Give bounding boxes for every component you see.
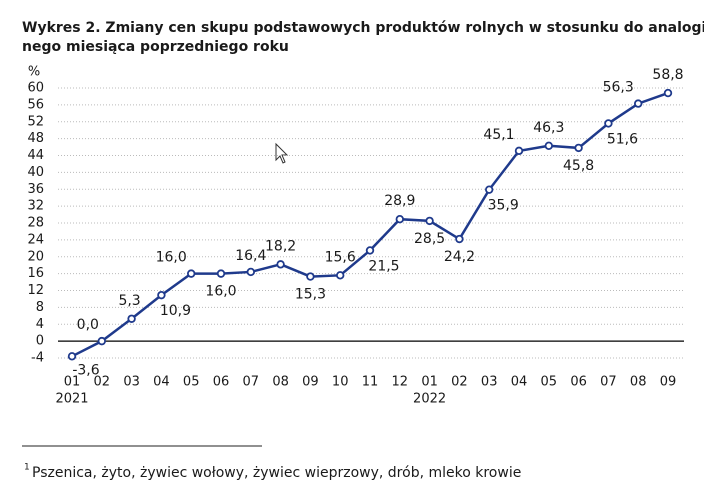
data-label: 56,3 [603, 80, 634, 96]
y-tick-label: 36 [27, 182, 44, 197]
data-label: 24,2 [444, 249, 475, 265]
x-tick-label: 05 [541, 375, 558, 390]
y-tick-label: 40 [27, 165, 44, 180]
x-tick-label: 08 [272, 375, 289, 390]
data-point [395, 215, 404, 224]
y-tick-label: 28 [27, 216, 44, 231]
data-point [67, 352, 77, 361]
x-year-label: 2022 [413, 392, 446, 407]
data-label: 21,5 [368, 258, 399, 274]
data-point [485, 185, 494, 194]
data-label: 0,0 [77, 317, 99, 333]
x-tick-label: 05 [183, 375, 200, 390]
x-tick-label: 04 [153, 375, 170, 390]
data-label: 51,6 [607, 131, 638, 147]
x-tick-label: 10 [332, 375, 349, 390]
data-point [455, 234, 464, 244]
data-label: 16,0 [205, 284, 236, 300]
x-tick-label: 07 [243, 375, 260, 390]
chart-title-line: nego miesiąca poprzedniego roku [22, 39, 289, 55]
x-tick-label: 01 [64, 375, 81, 390]
data-label: 28,9 [384, 193, 415, 209]
data-label: -3,6 [72, 362, 99, 378]
x-tick-label: 04 [511, 375, 528, 390]
y-tick-label: 16 [27, 266, 44, 281]
data-label: 28,5 [414, 231, 445, 247]
y-tick-label: 52 [27, 114, 44, 129]
data-point [425, 216, 434, 226]
data-point [514, 146, 524, 156]
data-label: 35,9 [488, 198, 519, 214]
data-label: 15,6 [325, 249, 356, 265]
x-tick-label: 06 [213, 375, 230, 390]
data-point [306, 272, 315, 281]
data-label: 10,9 [160, 303, 191, 319]
y-tick-label: 56 [27, 97, 44, 112]
data-label: 58,8 [652, 67, 683, 83]
x-tick-label: 09 [302, 375, 319, 390]
x-tick-label: 02 [451, 375, 468, 390]
data-label: 45,1 [483, 127, 514, 143]
data-point [574, 143, 583, 153]
x-tick-label: 09 [660, 375, 677, 390]
data-point [634, 99, 643, 108]
data-label: 16,4 [235, 248, 266, 264]
x-tick-label: 03 [481, 375, 498, 390]
x-tick-label: 12 [392, 375, 409, 390]
data-point [216, 269, 226, 278]
data-label: 5,3 [118, 293, 140, 309]
x-tick-label: 08 [630, 375, 647, 390]
y-tick-label: 44 [27, 148, 44, 163]
data-point [544, 141, 553, 150]
x-tick-label: 01 [421, 375, 438, 390]
data-label: 18,2 [265, 238, 296, 254]
y-tick-label: 48 [27, 131, 44, 146]
data-label: 45,8 [563, 158, 594, 174]
data-label: 15,3 [295, 287, 326, 303]
data-point [604, 119, 613, 128]
y-tick-label: 32 [27, 199, 44, 214]
x-tick-label: 02 [94, 375, 111, 390]
y-axis-label: % [28, 65, 40, 80]
y-tick-label: 60 [27, 81, 44, 96]
data-point [186, 269, 196, 278]
footnote-marker: 1 [24, 463, 30, 473]
x-tick-label: 03 [123, 375, 140, 390]
y-tick-label: 0 [36, 334, 44, 349]
data-label: 16,0 [156, 250, 187, 266]
y-tick-label: 24 [27, 232, 44, 247]
data-point [365, 246, 375, 255]
data-point [97, 336, 106, 346]
data-point [276, 260, 285, 269]
data-point [663, 88, 673, 98]
chart-title-line: Wykres 2. Zmiany cen skupu podstawowych … [22, 20, 704, 36]
x-year-label: 2021 [55, 392, 88, 407]
data-point [157, 290, 166, 300]
y-tick-label: 20 [27, 249, 44, 264]
data-label: 46,3 [533, 120, 564, 136]
y-tick-label: 8 [36, 300, 44, 315]
x-tick-label: 06 [570, 375, 587, 390]
y-tick-label: 12 [27, 283, 44, 298]
data-point [127, 314, 136, 323]
cursor-icon [275, 142, 289, 164]
y-tick-label: 4 [36, 317, 44, 332]
x-tick-label: 07 [600, 375, 617, 390]
footnote: Pszenica, żyto, żywiec wołowy, żywiec wi… [32, 465, 521, 481]
y-tick-label: -4 [31, 351, 44, 366]
x-tick-label: 11 [362, 375, 379, 390]
data-point [336, 271, 345, 280]
data-point [246, 267, 255, 277]
